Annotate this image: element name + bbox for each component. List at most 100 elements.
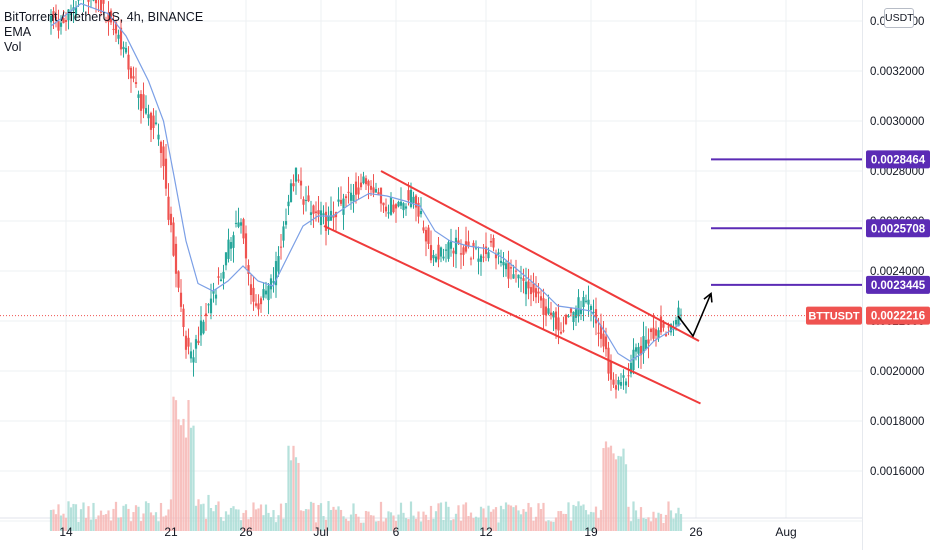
- candle[interactable]: [69, 13, 73, 16]
- candle[interactable]: [622, 375, 625, 378]
- candle[interactable]: [224, 252, 228, 266]
- candle[interactable]: [227, 239, 230, 259]
- candle[interactable]: [497, 252, 500, 255]
- candle[interactable]: [559, 331, 563, 334]
- candle[interactable]: [532, 283, 535, 293]
- candle[interactable]: [92, 0, 95, 1]
- candle[interactable]: [499, 260, 503, 263]
- channel-upper-line[interactable]: [380, 170, 700, 342]
- candle[interactable]: [644, 339, 648, 350]
- candle[interactable]: [487, 252, 490, 259]
- candle[interactable]: [59, 22, 63, 27]
- candle[interactable]: [604, 336, 608, 350]
- candle[interactable]: [469, 258, 473, 260]
- candle[interactable]: [597, 332, 600, 334]
- candle[interactable]: [182, 308, 185, 328]
- candle[interactable]: [137, 94, 140, 98]
- candle[interactable]: [107, 12, 110, 23]
- candle[interactable]: [132, 76, 135, 79]
- candle[interactable]: [199, 320, 203, 336]
- candle[interactable]: [337, 199, 340, 202]
- candle[interactable]: [632, 349, 635, 370]
- candle[interactable]: [269, 278, 273, 290]
- candle[interactable]: [592, 311, 595, 313]
- projection-arrow[interactable]: [677, 293, 712, 338]
- candle[interactable]: [239, 222, 243, 226]
- candle[interactable]: [442, 256, 445, 259]
- candle[interactable]: [642, 336, 645, 353]
- candle[interactable]: [654, 329, 658, 336]
- ema-indicator-label[interactable]: EMA: [4, 25, 32, 39]
- candle[interactable]: [122, 46, 125, 50]
- candle[interactable]: [584, 300, 588, 302]
- candle[interactable]: [389, 197, 393, 215]
- candle[interactable]: [292, 183, 295, 187]
- candle[interactable]: [149, 112, 153, 130]
- candle[interactable]: [262, 289, 265, 298]
- trend-drawings[interactable]: [323, 158, 862, 405]
- candle[interactable]: [464, 241, 468, 252]
- candle[interactable]: [274, 261, 278, 286]
- candle[interactable]: [317, 210, 320, 215]
- candle[interactable]: [577, 297, 580, 317]
- candle[interactable]: [404, 206, 408, 209]
- candle[interactable]: [142, 94, 145, 109]
- candle[interactable]: [512, 274, 515, 279]
- candle[interactable]: [669, 324, 673, 333]
- candle[interactable]: [57, 21, 60, 31]
- candle[interactable]: [322, 213, 325, 216]
- candle[interactable]: [184, 335, 188, 350]
- candle[interactable]: [309, 212, 313, 215]
- candle[interactable]: [272, 281, 275, 283]
- candle[interactable]: [424, 229, 428, 242]
- candle[interactable]: [602, 333, 605, 347]
- candle[interactable]: [544, 306, 548, 316]
- candle[interactable]: [397, 201, 400, 207]
- candle[interactable]: [119, 27, 123, 50]
- candle[interactable]: [432, 255, 435, 259]
- candle[interactable]: [549, 312, 553, 316]
- candle[interactable]: [302, 199, 305, 205]
- candle[interactable]: [217, 276, 220, 278]
- candle[interactable]: [117, 34, 120, 39]
- candle[interactable]: [207, 304, 210, 306]
- candle[interactable]: [367, 180, 370, 186]
- candle[interactable]: [157, 134, 160, 140]
- candle[interactable]: [267, 285, 270, 301]
- candle[interactable]: [427, 227, 430, 244]
- candle[interactable]: [324, 211, 328, 231]
- candlesticks[interactable]: [49, 0, 683, 399]
- candle[interactable]: [399, 201, 403, 206]
- candle[interactable]: [254, 303, 258, 306]
- candle[interactable]: [667, 326, 670, 328]
- candle[interactable]: [297, 179, 300, 181]
- candle[interactable]: [354, 181, 358, 195]
- candle[interactable]: [599, 325, 603, 339]
- candle[interactable]: [624, 381, 628, 386]
- candle[interactable]: [554, 311, 558, 330]
- candle[interactable]: [242, 219, 245, 239]
- candle[interactable]: [444, 249, 448, 251]
- candle[interactable]: [437, 244, 440, 260]
- candle[interactable]: [377, 192, 380, 196]
- candle[interactable]: [74, 7, 78, 16]
- candle[interactable]: [349, 192, 353, 201]
- candle[interactable]: [609, 361, 613, 380]
- candle[interactable]: [279, 246, 283, 248]
- candle[interactable]: [257, 303, 260, 310]
- candle[interactable]: [612, 379, 615, 385]
- candle[interactable]: [229, 242, 233, 249]
- candle[interactable]: [419, 210, 423, 215]
- candle[interactable]: [619, 381, 623, 386]
- candle[interactable]: [124, 47, 128, 53]
- candle[interactable]: [174, 243, 178, 274]
- candle[interactable]: [514, 270, 518, 272]
- candle[interactable]: [87, 0, 90, 2]
- candle[interactable]: [289, 183, 293, 203]
- candle[interactable]: [429, 245, 433, 261]
- candle[interactable]: [247, 265, 250, 275]
- candle[interactable]: [394, 204, 398, 209]
- price-axis[interactable]: 0.00160000.00180000.00200000.00220000.00…: [870, 16, 924, 478]
- candle[interactable]: [314, 211, 318, 214]
